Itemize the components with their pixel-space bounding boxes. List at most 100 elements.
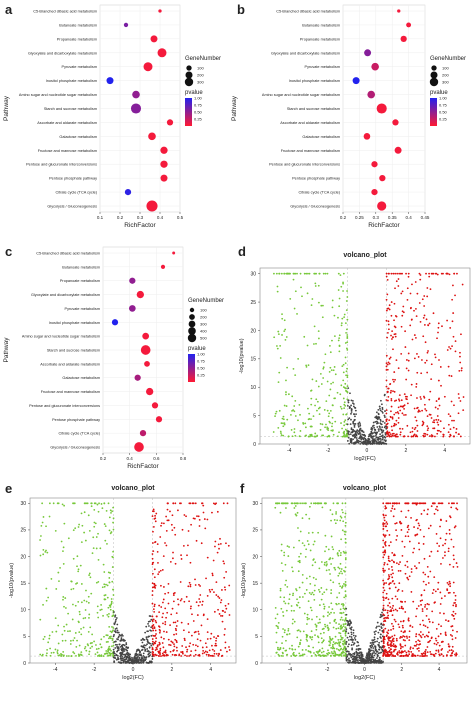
data-point [299, 639, 302, 642]
data-point [180, 558, 183, 560]
data-point [133, 659, 136, 661]
data-point [362, 431, 365, 434]
data-point [189, 654, 192, 656]
bubble [144, 360, 150, 367]
data-point [211, 654, 214, 657]
data-point [206, 556, 209, 559]
data-point [384, 549, 386, 552]
data-point [430, 505, 433, 508]
data-point [305, 589, 308, 591]
data-point [404, 600, 407, 603]
data-point [282, 415, 285, 418]
data-point-capped [341, 502, 344, 505]
data-point [197, 604, 200, 607]
data-point [371, 425, 374, 428]
data-point [94, 653, 97, 656]
data-point [389, 648, 392, 651]
data-point-capped [453, 272, 456, 275]
data-point [386, 368, 389, 371]
data-point [324, 625, 327, 628]
data-point [155, 615, 158, 618]
data-point [326, 626, 329, 629]
data-point [315, 578, 317, 581]
data-point [390, 301, 393, 303]
data-point [218, 653, 220, 656]
data-point [388, 362, 391, 365]
data-point [283, 554, 286, 557]
data-point [423, 557, 426, 560]
data-point [187, 623, 190, 625]
data-point [331, 637, 334, 640]
data-point [331, 608, 334, 611]
pathway-label: Galactose metabolism [62, 376, 100, 380]
data-point [357, 641, 360, 644]
bubble [142, 332, 150, 340]
data-point [390, 405, 393, 408]
data-point [159, 653, 161, 656]
y-tick-label: 30 [252, 501, 258, 507]
data-point [277, 330, 280, 333]
bubble [106, 77, 114, 85]
data-point [74, 632, 77, 634]
data-point [365, 442, 367, 445]
data-point [392, 336, 394, 339]
data-point [120, 639, 123, 642]
data-point [304, 426, 307, 429]
data-point [348, 657, 350, 660]
color-legend-label: 0.25 [439, 117, 448, 122]
data-point [321, 647, 324, 650]
data-point [137, 655, 140, 657]
data-point [385, 427, 388, 430]
data-point [123, 639, 125, 641]
data-point [343, 435, 345, 438]
data-point [390, 629, 392, 631]
x-tick-label: 0.3 [373, 215, 380, 220]
data-point [355, 650, 358, 653]
data-point [306, 623, 308, 625]
data-point [173, 526, 176, 529]
data-point [404, 535, 407, 538]
x-axis-label: log2(FC) [122, 675, 144, 681]
data-point [99, 609, 102, 611]
data-point [211, 644, 213, 647]
data-point [429, 639, 432, 642]
data-point [384, 442, 387, 445]
data-point [105, 583, 107, 586]
data-point [331, 416, 334, 419]
data-point [400, 652, 403, 654]
data-point [289, 297, 292, 300]
x-tick-label: -2 [325, 667, 330, 673]
data-point [151, 563, 154, 566]
data-point [379, 428, 382, 430]
data-point [214, 540, 217, 543]
data-point [76, 639, 78, 642]
data-point [369, 660, 372, 663]
data-point [338, 305, 341, 308]
data-point [428, 555, 431, 558]
data-point [430, 637, 433, 640]
data-point [99, 547, 102, 550]
data-point [416, 518, 418, 521]
data-point [346, 390, 349, 393]
data-point [374, 416, 377, 419]
data-point [345, 347, 348, 350]
data-point [108, 648, 110, 651]
data-point [389, 391, 392, 394]
data-point [435, 508, 437, 511]
data-point [460, 367, 463, 370]
data-point [346, 328, 348, 331]
data-point [378, 641, 381, 644]
data-point [355, 413, 357, 416]
panel-label-e: e [5, 481, 12, 496]
data-point [346, 334, 349, 336]
data-point [423, 403, 426, 406]
data-point [275, 641, 278, 644]
data-point [350, 633, 353, 636]
data-point [327, 651, 330, 654]
data-point [386, 651, 389, 653]
data-point [85, 589, 87, 592]
data-point [317, 337, 320, 340]
data-point [172, 592, 175, 595]
data-point [315, 651, 318, 653]
x-tick-label: 0.6 [153, 456, 160, 461]
